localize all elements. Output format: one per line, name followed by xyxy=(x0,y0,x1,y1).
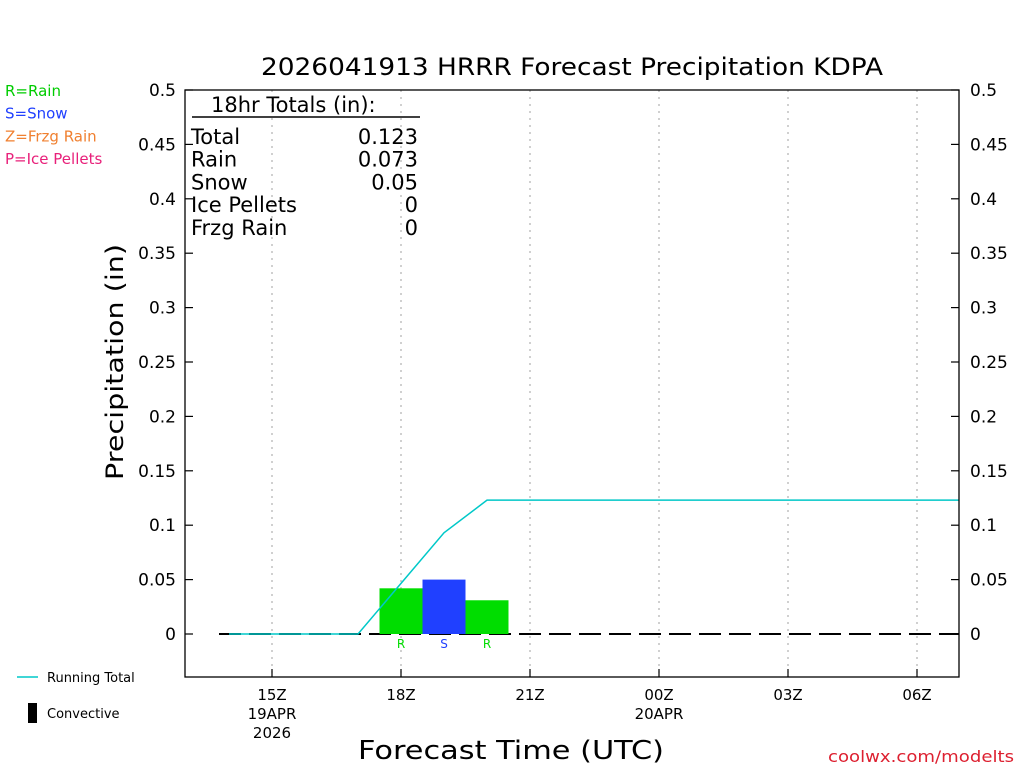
y-tick-label-right: 0.2 xyxy=(970,407,997,427)
totals-row-label: Frzg Rain xyxy=(191,216,287,240)
x-tick-date: 20APR xyxy=(635,705,684,723)
y-tick-label: 0.2 xyxy=(149,407,176,427)
plot-frame xyxy=(184,89,960,678)
totals-row-label: Total xyxy=(190,125,240,149)
y-tick-label: 0.25 xyxy=(138,353,176,373)
totals-row-label: Snow xyxy=(191,170,248,194)
totals-row-value: 0.123 xyxy=(358,125,418,149)
y-tick-label: 0.3 xyxy=(149,299,176,319)
legend-convective-swatch xyxy=(28,703,37,723)
legend-type-item: P=Ice Pellets xyxy=(5,150,102,168)
totals-box: 18hr Totals (in): Total 0.123 Rain 0.073 Snow… xyxy=(190,93,420,240)
y-tick-label: 0.5 xyxy=(149,81,176,101)
legend-line-item: Running Total xyxy=(47,671,135,686)
bar-type-label: S xyxy=(440,637,448,651)
totals-row-value: 0 xyxy=(405,216,418,240)
y-tick-label-right: 0.5 xyxy=(970,81,997,101)
grid-lines xyxy=(271,90,918,677)
running-total-line xyxy=(229,499,959,635)
y-tick-label: 0.35 xyxy=(138,244,176,264)
y-tick-label-right: 0.4 xyxy=(970,190,997,210)
x-tick-label: 18Z xyxy=(386,686,415,704)
legend-type-item: S=Snow xyxy=(5,105,68,123)
precip-bar xyxy=(422,579,466,634)
x-tick-label: 00Z xyxy=(644,686,673,704)
legend-type-item: R=Rain xyxy=(5,82,61,100)
running-total-series xyxy=(229,499,959,635)
y-axis-label: Precipitation (in) xyxy=(101,244,129,480)
totals-row-label: Ice Pellets xyxy=(191,193,297,217)
y-tick-label: 0.45 xyxy=(138,135,176,155)
totals-row-value: 0.073 xyxy=(358,148,418,172)
x-tick-label: 21Z xyxy=(515,686,544,704)
precip-bar xyxy=(465,600,509,634)
y-axis-right-ticks: 0 0.05 0.1 0.15 0.2 0.25 0.3 0.35 0.4 0.45 0.5 xyxy=(951,81,1008,645)
totals-row-label: Rain xyxy=(191,148,237,172)
y-tick-label: 0.4 xyxy=(149,190,176,210)
y-tick-label-right: 0.3 xyxy=(970,299,997,319)
totals-row-value: 0.05 xyxy=(371,170,418,194)
y-tick-label-right: 0.35 xyxy=(970,244,1008,264)
y-tick-label: 0.1 xyxy=(149,516,176,536)
y-tick-label: 0 xyxy=(165,625,176,645)
y-tick-label-right: 0.25 xyxy=(970,353,1008,373)
legend: R=Rain S=Snow Z=Frzg Rain P=Ice Pellets Runn… xyxy=(5,82,135,723)
x-tick-label: 15Z xyxy=(257,686,286,704)
totals-row-value: 0 xyxy=(405,193,418,217)
x-tick-label: 03Z xyxy=(773,686,802,704)
x-tick-date: 19APR xyxy=(248,705,297,723)
totals-header: 18hr Totals (in): xyxy=(211,93,376,117)
y-tick-label-right: 0.1 xyxy=(970,516,997,536)
bar-type-label: R xyxy=(483,637,491,651)
credit-text: coolwx.com/modelts xyxy=(828,747,1014,766)
precip-bar xyxy=(379,588,423,634)
x-axis-label: Forecast Time (UTC) xyxy=(358,736,664,766)
y-tick-label-right: 0.45 xyxy=(970,135,1008,155)
bar-type-label: R xyxy=(397,637,405,651)
x-tick-year: 2026 xyxy=(253,724,291,742)
y-tick-label: 0.05 xyxy=(138,571,176,591)
y-tick-label: 0.15 xyxy=(138,462,176,482)
y-axis-left-ticks: 0 0.05 0.1 0.15 0.2 0.25 0.3 0.35 0.4 0.45 0.5 xyxy=(138,81,193,645)
y-tick-label-right: 0.05 xyxy=(970,571,1008,591)
x-tick-label: 06Z xyxy=(902,686,931,704)
legend-line-item: Convective xyxy=(47,707,120,722)
legend-type-item: Z=Frzg Rain xyxy=(5,127,97,145)
y-tick-label-right: 0.15 xyxy=(970,462,1008,482)
chart-title: 2026041913 HRRR Forecast Precipitation K… xyxy=(261,53,884,81)
y-tick-label-right: 0 xyxy=(970,625,981,645)
